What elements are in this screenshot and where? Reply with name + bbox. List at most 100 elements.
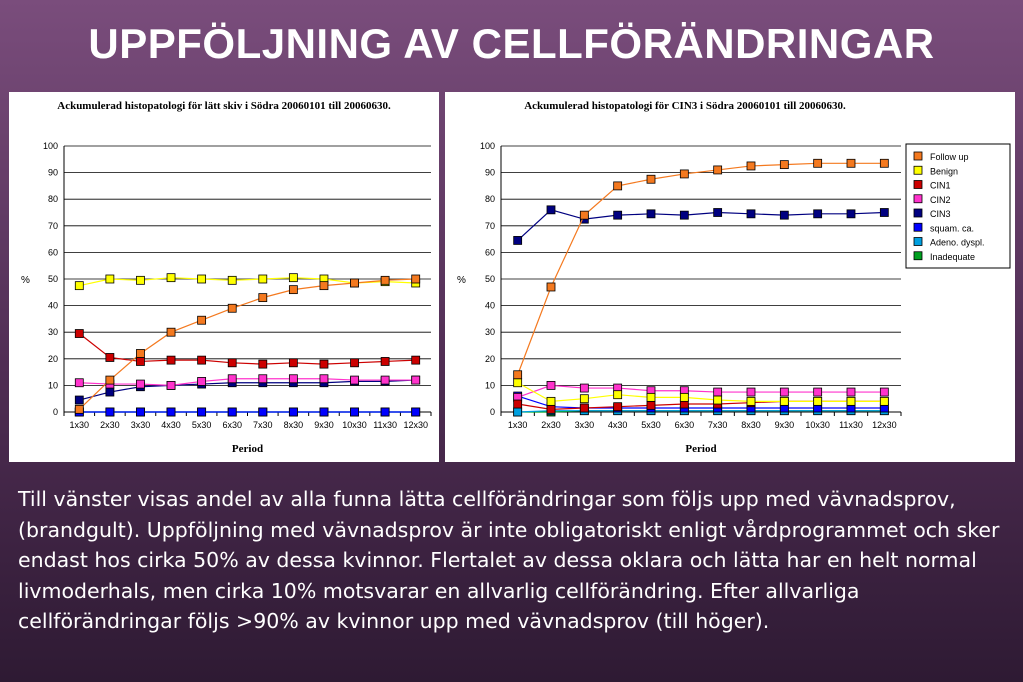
data-point xyxy=(350,358,359,368)
data-point xyxy=(513,407,523,417)
data-point xyxy=(411,375,421,385)
data-point xyxy=(227,275,237,285)
legend-swatch xyxy=(913,237,923,246)
data-point xyxy=(546,396,556,406)
data-point xyxy=(166,407,176,417)
x-tick-label: 7x30 xyxy=(253,420,273,430)
data-point xyxy=(197,315,207,325)
series-line xyxy=(517,395,885,409)
data-point xyxy=(879,158,889,168)
data-point xyxy=(813,158,823,168)
x-tick-label: 10x30 xyxy=(805,420,830,430)
data-point xyxy=(105,353,115,362)
body-line: cellförändringar följs >90% av kvinnor u… xyxy=(18,609,770,633)
data-point xyxy=(258,407,268,417)
x-tick-label: 5x30 xyxy=(641,420,661,430)
data-point xyxy=(546,205,556,215)
x-tick-label: 12x30 xyxy=(403,420,428,430)
body-line: endast hos cirka 50% av dessa kvinnor. F… xyxy=(18,548,977,572)
x-tick-label: 11x30 xyxy=(373,420,397,430)
slide-title: UPPFÖLJNING AV CELLFÖRÄNDRINGAR xyxy=(88,20,935,67)
data-point xyxy=(613,390,623,400)
data-point xyxy=(380,275,390,285)
data-point xyxy=(350,278,359,288)
y-tick-label: 20 xyxy=(485,354,495,364)
x-axis-label: Period xyxy=(685,443,716,455)
legend-swatch xyxy=(913,165,923,175)
x-tick-label: 12x30 xyxy=(872,420,897,430)
data-point xyxy=(646,392,656,402)
data-point xyxy=(227,407,237,417)
data-point xyxy=(258,274,268,284)
y-tick-label: 70 xyxy=(485,221,495,231)
data-point xyxy=(197,355,207,365)
data-point xyxy=(105,274,115,284)
data-point xyxy=(319,359,329,369)
x-tick-label: 6x30 xyxy=(675,420,695,430)
data-point xyxy=(288,285,298,295)
y-tick-label: 0 xyxy=(490,407,495,417)
y-tick-label: 30 xyxy=(48,327,58,337)
data-point xyxy=(579,210,589,220)
data-point xyxy=(74,395,84,405)
data-point xyxy=(746,161,756,171)
series-line xyxy=(517,162,885,375)
data-point xyxy=(197,274,207,284)
chart-right: Ackumulerad histopatologi för CIN3 i Söd… xyxy=(457,100,1011,455)
data-point xyxy=(74,329,84,338)
data-point xyxy=(136,275,145,285)
y-tick-label: 40 xyxy=(485,301,495,311)
data-point xyxy=(513,399,523,409)
data-point xyxy=(713,208,723,217)
data-point xyxy=(846,209,856,219)
y-tick-label: 90 xyxy=(485,168,495,178)
data-point xyxy=(779,387,789,397)
data-point xyxy=(319,374,329,384)
y-tick-label: 60 xyxy=(485,247,495,257)
data-point xyxy=(74,281,84,291)
data-point xyxy=(579,383,589,393)
legend-label: Adeno. dyspl. xyxy=(930,238,985,248)
y-axis-label: % xyxy=(457,275,466,286)
x-tick-label: 6x30 xyxy=(222,420,242,430)
data-point xyxy=(136,357,145,366)
y-tick-label: 80 xyxy=(48,194,58,204)
legend-label: squam. ca. xyxy=(930,223,974,233)
legend-box xyxy=(905,143,1011,269)
data-point xyxy=(105,387,115,397)
legend-label: CIN3 xyxy=(930,209,951,219)
data-point xyxy=(846,387,856,397)
data-point xyxy=(227,358,237,368)
body-line: Till vänster visas andel av alla funna l… xyxy=(18,487,956,511)
legend-label: Follow up xyxy=(930,152,969,162)
data-point xyxy=(779,160,789,170)
chart-panel-left: Ackumulerad histopatologi för lätt skiv … xyxy=(9,92,439,462)
y-tick-label: 10 xyxy=(485,380,495,390)
legend-swatch xyxy=(913,208,923,218)
x-tick-label: 4x30 xyxy=(161,420,181,430)
series-line xyxy=(78,333,416,365)
data-point xyxy=(813,387,823,397)
legend-swatch xyxy=(913,222,923,232)
data-point xyxy=(846,396,856,406)
legend-swatch xyxy=(913,251,923,261)
data-point xyxy=(746,396,756,406)
data-point xyxy=(288,273,298,283)
y-tick-label: 10 xyxy=(48,380,58,390)
data-point xyxy=(258,374,268,384)
data-point xyxy=(513,378,523,388)
data-point xyxy=(879,396,889,406)
series-line xyxy=(517,209,885,241)
x-tick-label: 3x30 xyxy=(131,420,151,430)
data-point xyxy=(350,375,359,385)
data-point xyxy=(513,236,523,245)
data-point xyxy=(813,209,823,219)
data-point xyxy=(319,407,329,417)
data-point xyxy=(258,293,268,303)
data-point xyxy=(779,396,789,406)
data-point xyxy=(411,355,421,365)
data-point xyxy=(227,374,237,384)
x-tick-label: 9x30 xyxy=(775,420,795,430)
data-point xyxy=(288,374,298,384)
data-point xyxy=(579,403,589,413)
